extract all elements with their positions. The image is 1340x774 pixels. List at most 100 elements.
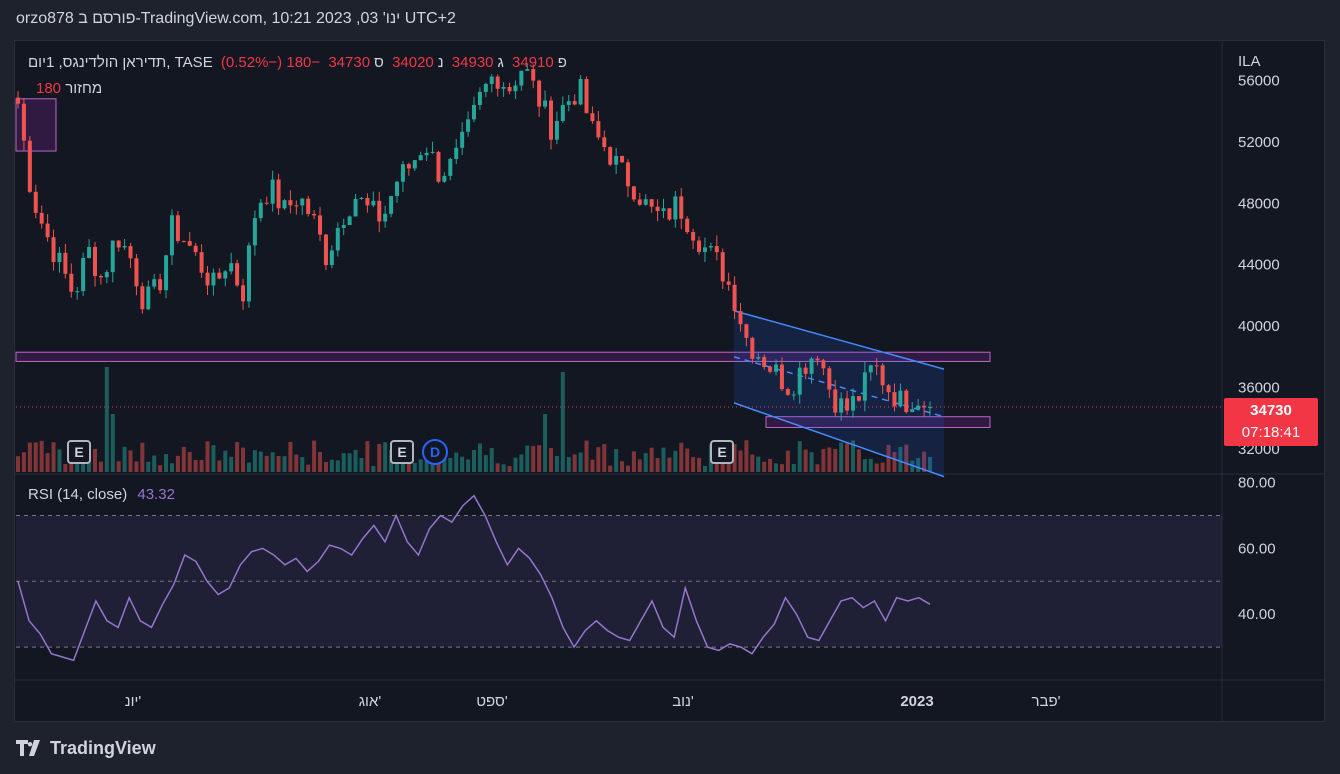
candle-body [241,285,246,302]
volume-bar [614,448,619,472]
volume-bar [916,457,921,472]
tradingview-logo[interactable]: TradingView [16,738,156,759]
candle-body [448,158,453,176]
candle-body [21,103,26,141]
candle-body [489,76,494,84]
candle-body [252,218,257,246]
volume-bar [442,457,447,472]
candle-body [75,291,80,293]
dividend-event-icon[interactable]: D [422,439,448,465]
volume-bar [833,448,838,472]
candle-body [169,215,174,256]
volume-bar [412,462,417,472]
candle-body [472,104,476,120]
candle-body [839,398,844,413]
volume-bar [501,464,506,472]
volume-bar [774,463,779,472]
candle-body [27,140,32,192]
volume-bar [276,456,281,472]
candle-body [359,197,364,199]
candle-body [768,367,773,372]
candle-body [122,246,127,248]
candle-body [276,179,281,209]
candle-body [39,212,44,224]
candle-body [341,224,346,228]
candle-body [483,83,488,92]
low-value: 34020 [392,54,434,71]
candle-body [531,69,536,81]
price-zone-support[interactable] [765,416,991,428]
volume-bar [738,450,743,472]
close-value: 34730 [328,54,371,71]
volume-bar [744,440,749,472]
candle-body [335,227,340,251]
volume-bar [548,448,553,472]
channel-fill [734,310,944,477]
volume-bar [205,441,210,472]
candle-body [815,358,820,361]
volume-bar [258,451,263,472]
candle-body [152,279,157,287]
price-tick-label: 52000 [1238,134,1280,151]
price-zone-resistance[interactable] [15,351,991,362]
candle-body [584,78,589,114]
candle-body [714,246,719,253]
volume-bar [359,458,364,472]
candle-body [513,85,518,92]
volume-bar [839,442,844,472]
earnings-event-icon[interactable]: E [67,440,91,464]
candle-body [16,97,20,104]
chart-frame[interactable] [14,40,1325,722]
candle-body [862,372,867,401]
volume-bar [466,459,471,472]
volume-bar [229,456,234,472]
volume-bar [768,458,773,472]
low-label: נ [437,54,444,71]
earnings-event-icon[interactable]: E [710,440,734,464]
candle-body [667,208,672,220]
candle-body [726,281,731,285]
volume-bar [323,461,328,472]
candle-body [851,396,856,411]
volume-bar [181,447,186,472]
candle-body [312,213,317,216]
close-label: ס [374,54,384,71]
last-price: 34730 [1250,402,1292,419]
candle-body [608,147,613,165]
candle-body [732,284,737,312]
candle-body [104,272,109,278]
candle-body [756,357,761,359]
volume-bar [146,461,151,472]
volume-bar [726,458,731,472]
volume-bar [383,442,388,472]
volume-bar [134,461,139,472]
volume-bar [519,454,524,472]
channel-upper-line[interactable] [733,310,945,370]
last-price-tag: 34730 07:18:41 [1224,398,1318,446]
volume-bar [661,447,666,472]
volume-bar [270,452,275,472]
rsi-value: 43.32 [137,486,175,503]
earnings-event-icon[interactable]: E [390,440,414,464]
candle-body [270,179,275,204]
candle-body [412,160,417,169]
candle-body [762,357,767,368]
channel-lower-line[interactable] [733,402,945,478]
candle-body [246,245,251,302]
volume-bar [578,452,583,472]
candle-body [175,215,180,241]
volume-bar [104,367,109,472]
candle-body [543,100,548,107]
volume-bar [57,449,62,472]
candle-body [572,101,577,105]
candle-body [128,246,133,259]
candle-body [898,390,903,407]
volume-bar [16,456,20,472]
volume-bar [815,464,820,472]
candle-body [631,186,636,200]
candle-body [400,164,405,182]
time-tick-label: אוג' [359,693,382,710]
volume-bar [566,457,571,472]
candle-body [45,223,50,238]
